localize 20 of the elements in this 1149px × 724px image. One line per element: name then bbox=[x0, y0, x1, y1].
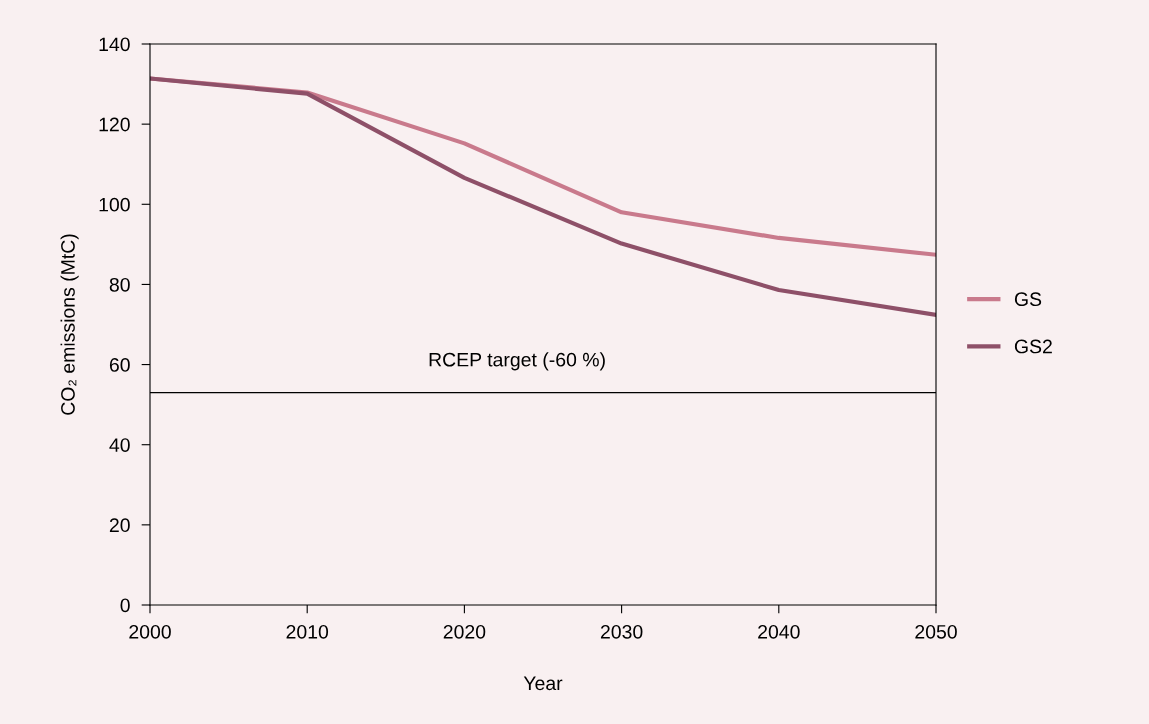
x-tick-label: 2000 bbox=[129, 624, 171, 639]
legend-label: GS bbox=[1014, 292, 1042, 307]
x-tick-label: 2030 bbox=[600, 624, 643, 639]
y-tick-label: 80 bbox=[109, 277, 130, 292]
x-axis-title: Year bbox=[523, 676, 563, 691]
x-tick-label: 2040 bbox=[758, 624, 800, 639]
y-axis-title: CO₂ emissions (MtC) bbox=[60, 234, 79, 415]
x-tick-label: 2020 bbox=[443, 624, 486, 639]
line-series bbox=[150, 76, 936, 317]
y-tick-label: 120 bbox=[99, 117, 130, 132]
y-tick-label: 0 bbox=[120, 598, 130, 613]
y-tick-label: 60 bbox=[109, 358, 130, 372]
ref-line-label: RCEP target (-60 %) bbox=[429, 352, 605, 371]
legend-label: GS2 bbox=[1014, 339, 1052, 354]
y-tick-label: 100 bbox=[99, 197, 130, 212]
x-tick-label: 2010 bbox=[286, 624, 329, 639]
y-tick-label: 40 bbox=[109, 438, 130, 452]
y-tick-label: 140 bbox=[99, 37, 130, 52]
y-tick-label: 20 bbox=[109, 518, 130, 533]
x-tick-label: 2050 bbox=[915, 624, 957, 639]
